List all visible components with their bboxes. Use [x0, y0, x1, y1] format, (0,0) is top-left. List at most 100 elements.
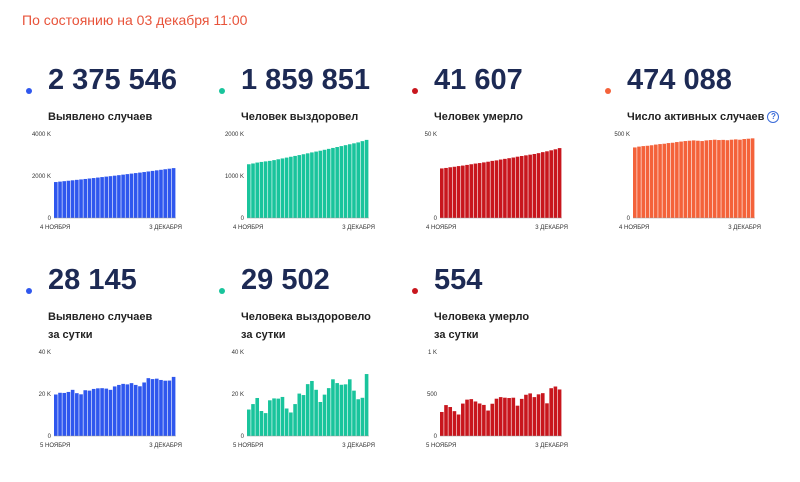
bar [83, 178, 88, 218]
bar [314, 389, 318, 436]
bar [268, 160, 272, 218]
bar [318, 150, 323, 218]
bar [549, 150, 553, 218]
y-tick-label: 50 K [425, 132, 437, 138]
bar [649, 145, 654, 218]
bar [452, 166, 457, 218]
bar [121, 174, 125, 218]
x-end-label: 3 ДЕКАБРЯ [535, 225, 568, 231]
y-tick-label: 1 K [428, 350, 437, 356]
bar [62, 392, 67, 436]
bar [746, 138, 751, 218]
bar [704, 140, 709, 218]
stat-value: 2 375 546 [48, 64, 178, 96]
bar [477, 163, 482, 218]
bar-chart: 50 K 0 4 НОЯБРЯ 3 ДЕКАБРЯ [425, 132, 568, 231]
bar [133, 384, 138, 436]
bar [297, 155, 302, 218]
bar [163, 169, 167, 218]
bar [125, 174, 130, 218]
bar [326, 388, 331, 436]
bar [507, 398, 511, 436]
bar [465, 164, 469, 218]
bar [645, 145, 650, 218]
bar [637, 146, 641, 218]
bar [96, 177, 100, 218]
bar [167, 380, 172, 436]
bar [444, 167, 448, 218]
bar [259, 411, 264, 436]
bar [633, 147, 637, 218]
bar [331, 147, 335, 218]
x-end-label: 3 ДЕКАБРЯ [149, 443, 182, 449]
bar [511, 157, 516, 218]
bar [524, 394, 528, 436]
bar [263, 413, 268, 436]
bar [536, 153, 541, 218]
bar [473, 401, 478, 436]
bar [360, 141, 365, 218]
bar [146, 171, 151, 218]
bar [666, 143, 671, 218]
bar [301, 154, 306, 218]
bar [364, 374, 369, 436]
bar [347, 379, 352, 436]
bar [163, 380, 167, 436]
bar [150, 170, 155, 218]
bar [335, 147, 339, 218]
bar [528, 393, 532, 436]
bar [284, 157, 289, 218]
date-header: По состоянию на 03 декабря 11:00 [22, 12, 248, 28]
bar [289, 412, 293, 436]
x-start-label: 4 НОЯБРЯ [619, 225, 649, 231]
bar [675, 142, 679, 218]
stat-value: 554 [434, 264, 483, 296]
bar [469, 164, 474, 218]
bar [276, 159, 281, 218]
bar [284, 408, 289, 436]
bar [339, 146, 344, 218]
bullet-dot-icon [26, 88, 32, 94]
y-tick-label: 4000 K [32, 132, 51, 138]
bar [729, 139, 734, 218]
y-tick-label: 0 [241, 216, 245, 222]
bar [750, 138, 755, 218]
bar [515, 156, 520, 218]
bar [343, 145, 348, 218]
y-tick-label: 0 [434, 216, 438, 222]
y-tick-label: 40 K [39, 350, 51, 356]
bar [171, 168, 176, 218]
bar [322, 394, 327, 436]
bar [75, 179, 79, 218]
stat-card: 29 502 Человека выздоровело за сутки 40 K 20… [215, 262, 400, 472]
bullet-dot-icon [412, 288, 418, 294]
bar [545, 403, 549, 436]
stat-card: 554 Человека умерло за сутки 1 K 500 0 5 НОЯБР… [408, 262, 593, 472]
bar [159, 379, 163, 436]
x-end-label: 3 ДЕКАБРЯ [535, 443, 568, 449]
bar [112, 175, 117, 218]
bar [519, 398, 524, 436]
bar [129, 383, 134, 436]
stat-label: Человека выздоровело за сутки [241, 308, 371, 344]
bar [331, 379, 335, 436]
bar [691, 140, 696, 218]
bar [440, 411, 444, 436]
bar [721, 139, 725, 218]
bar [494, 398, 499, 436]
bar [247, 164, 251, 218]
bar [293, 155, 297, 218]
bar [272, 160, 276, 218]
y-tick-label: 40 K [232, 350, 244, 356]
bar [683, 141, 688, 218]
bar [251, 404, 255, 436]
stat-label: Человека умерло за сутки [434, 308, 529, 344]
bar [293, 404, 297, 436]
stat-card: 2 375 546 Выявлено случаев 4000 K 2000 K 0 4 … [22, 62, 207, 272]
stat-label: Выявлено случаев [48, 108, 152, 126]
bar [717, 140, 721, 218]
help-icon[interactable]: ? [767, 111, 780, 123]
bar [498, 397, 503, 436]
bar [318, 401, 323, 436]
stat-value: 28 145 [48, 264, 137, 296]
